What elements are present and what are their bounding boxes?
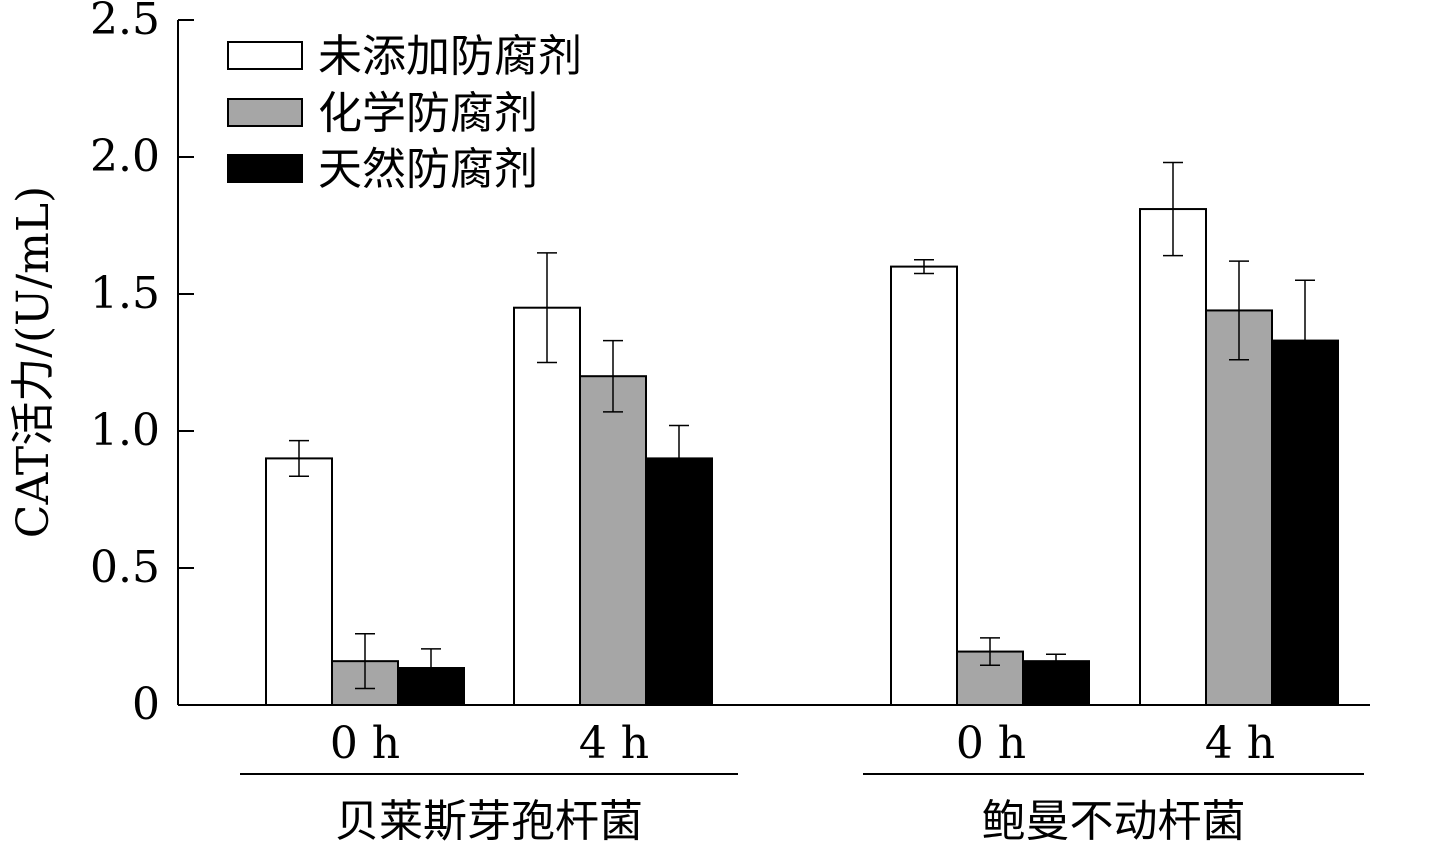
y-axis-title: CAT活力/(U/mL) bbox=[8, 186, 59, 538]
bar bbox=[1205, 309, 1273, 706]
x-tick-label: 0 h bbox=[956, 718, 1026, 769]
x-tick-label: 4 h bbox=[579, 718, 649, 769]
bar bbox=[579, 375, 647, 706]
y-tick-label: 0 bbox=[132, 679, 160, 730]
x-labels: 0 h 4 h 贝莱斯芽孢杆菌 0 h 4 h 鲍曼不动杆菌 bbox=[240, 718, 1364, 844]
legend-label: 未添加防腐剂 bbox=[318, 31, 582, 82]
y-tick-label: 0.5 bbox=[90, 542, 160, 593]
legend-swatch bbox=[227, 98, 303, 127]
x-tick-label: 4 h bbox=[1205, 718, 1275, 769]
bar bbox=[890, 265, 958, 706]
bars bbox=[265, 161, 1339, 707]
legend-label: 天然防腐剂 bbox=[318, 144, 538, 195]
group-label: 贝莱斯芽孢杆菌 bbox=[335, 796, 643, 844]
y-tick-label: 2.5 bbox=[90, 0, 160, 45]
bar bbox=[1139, 208, 1207, 706]
x-tick-label: 0 h bbox=[330, 718, 400, 769]
group-label: 鲍曼不动杆菌 bbox=[982, 796, 1246, 844]
bar bbox=[645, 457, 713, 706]
legend-swatch bbox=[227, 154, 303, 183]
bar bbox=[265, 457, 333, 706]
legend-label: 化学防腐剂 bbox=[318, 88, 538, 139]
legend-swatch bbox=[227, 41, 303, 70]
axes: 0 0.5 1.0 1.5 2.0 2.5 CAT活力/(U/mL) bbox=[8, 0, 1370, 730]
bar bbox=[513, 306, 581, 706]
y-tick-label: 1.0 bbox=[90, 405, 160, 456]
y-tick-label: 2.0 bbox=[90, 131, 160, 182]
y-tick-label: 1.5 bbox=[90, 268, 160, 319]
